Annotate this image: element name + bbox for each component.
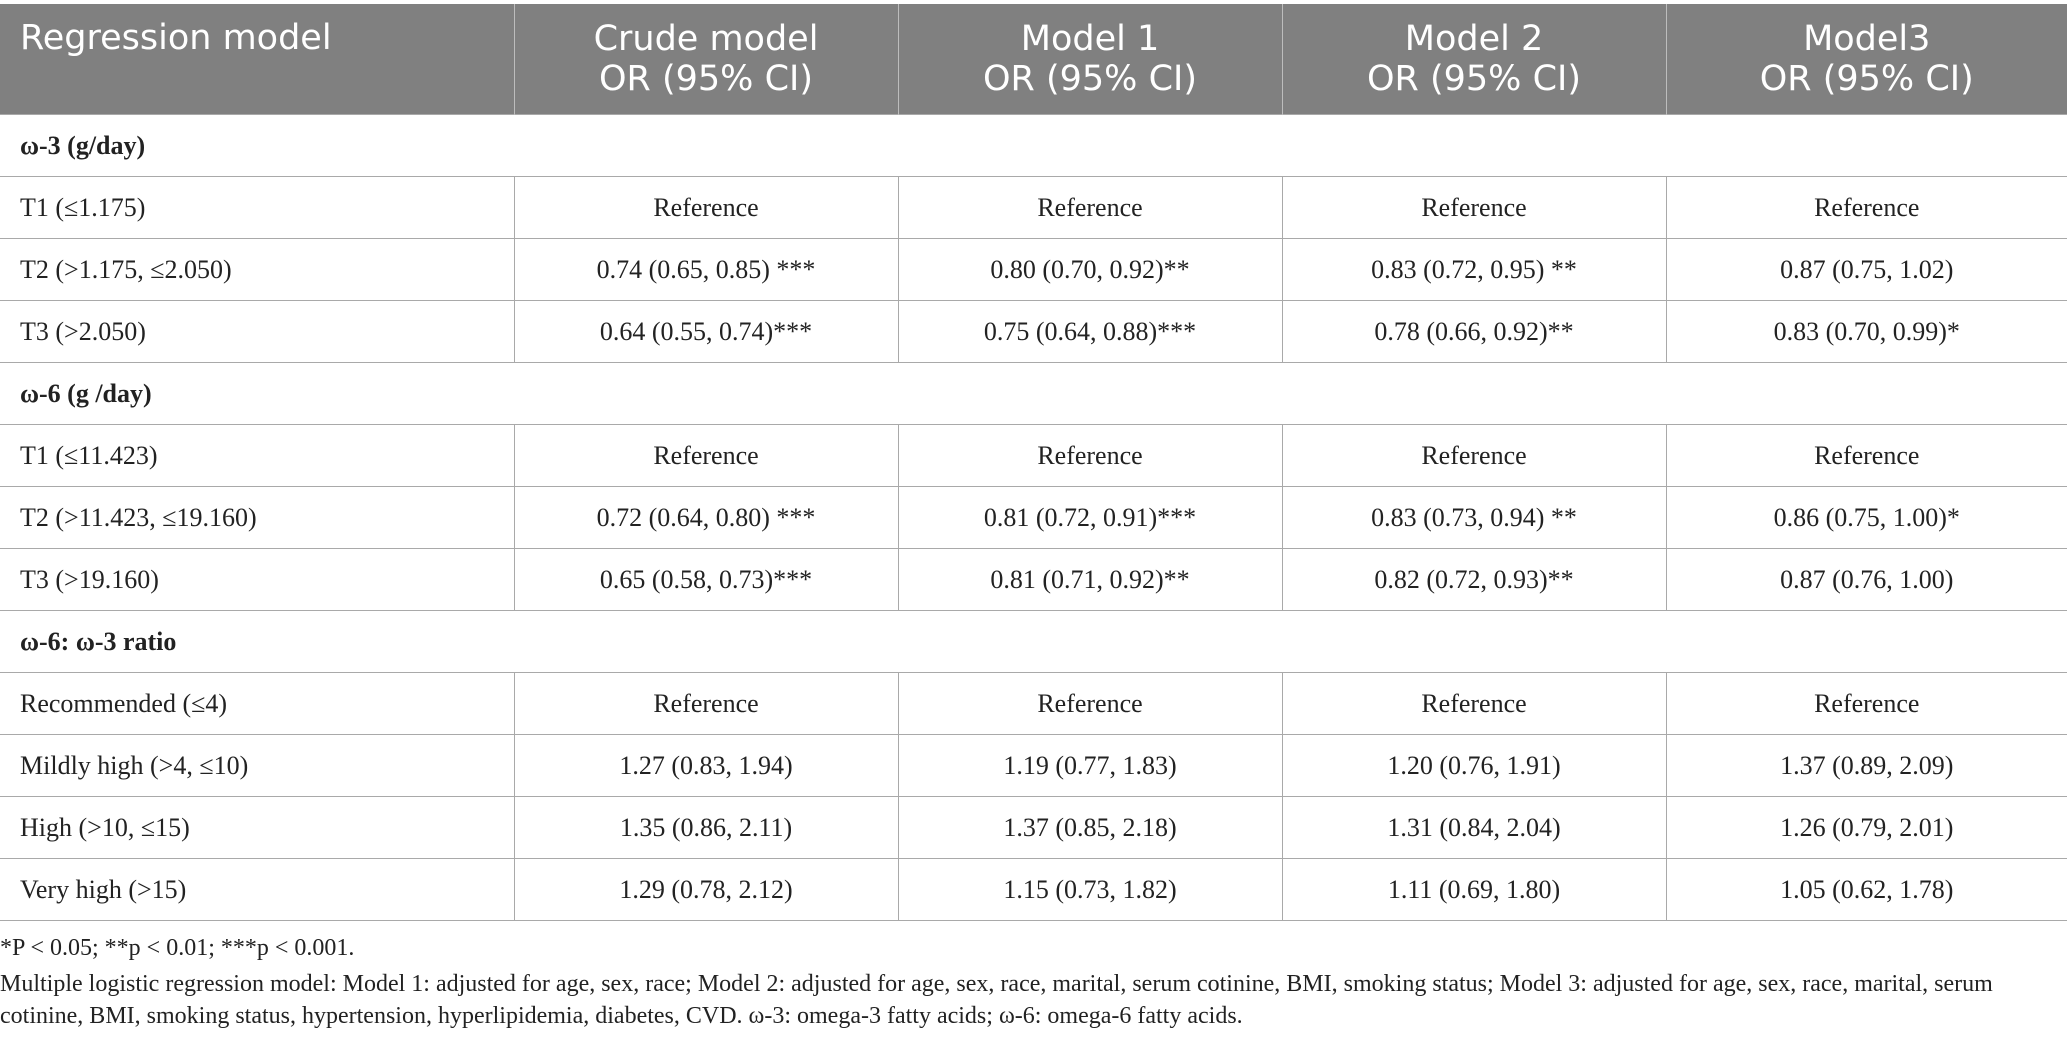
section-title: ω-6: ω-3 ratio: [0, 610, 2067, 673]
odds-ratio-cell: 0.83 (0.70, 0.99)*: [1665, 300, 2067, 363]
odds-ratio-cell: 0.83 (0.73, 0.94) **: [1281, 486, 1666, 549]
table-row: T1 (≤11.423) Reference Reference Reference R…: [0, 424, 2067, 487]
odds-ratio-cell: Reference: [897, 424, 1282, 487]
row-label: T2 (>11.423, ≤19.160): [0, 486, 514, 549]
header-model-2: Model 2 OR (95% CI): [1281, 4, 1666, 115]
header-sublabel: OR (95% CI): [1759, 59, 1974, 99]
row-label: T1 (≤1.175): [0, 176, 514, 239]
odds-ratio-cell: 0.82 (0.72, 0.93)**: [1281, 548, 1666, 611]
odds-ratio-cell: Reference: [1665, 176, 2067, 239]
row-label: Very high (>15): [0, 858, 514, 921]
table-row: T3 (>19.160) 0.65 (0.58, 0.73)*** 0.81 (0.…: [0, 548, 2067, 611]
header-sublabel: OR (95% CI): [983, 59, 1197, 99]
section-title: ω-6 (g /day): [0, 362, 2067, 425]
odds-ratio-cell: 1.20 (0.76, 1.91): [1281, 734, 1666, 797]
table-row: Mildly high (>4, ≤10) 1.27 (0.83, 1.94) 1.…: [0, 734, 2067, 797]
odds-ratio-cell: 1.29 (0.78, 2.12): [513, 858, 898, 921]
regression-table-container: Regression model Crude model OR (95% CI) …: [0, 4, 2067, 921]
table-body: ω-3 (g/day) T1 (≤1.175) Reference Reference…: [0, 114, 2067, 921]
table-row: T3 (>2.050) 0.64 (0.55, 0.74)*** 0.75 (0.6…: [0, 300, 2067, 363]
odds-ratio-cell: 0.64 (0.55, 0.74)***: [513, 300, 898, 363]
odds-ratio-cell: Reference: [513, 424, 898, 487]
odds-ratio-cell: Reference: [897, 176, 1282, 239]
model-description-footnote: Multiple logistic regression model: Mode…: [0, 971, 1993, 1029]
table-row: T2 (>11.423, ≤19.160) 0.72 (0.64, 0.80) *…: [0, 486, 2067, 549]
odds-ratio-cell: Reference: [1281, 176, 1666, 239]
table-row: Very high (>15) 1.29 (0.78, 2.12) 1.15 (0.…: [0, 858, 2067, 921]
header-regression-model: Regression model: [0, 4, 514, 115]
odds-ratio-cell: 1.05 (0.62, 1.78): [1665, 858, 2067, 921]
table-row: T2 (>1.175, ≤2.050) 0.74 (0.65, 0.85) ***…: [0, 238, 2067, 301]
row-label: T1 (≤11.423): [0, 424, 514, 487]
odds-ratio-cell: 0.75 (0.64, 0.88)***: [897, 300, 1282, 363]
odds-ratio-cell: Reference: [1281, 424, 1666, 487]
header-model-3: Model3 OR (95% CI): [1665, 4, 2067, 115]
odds-ratio-cell: Reference: [897, 672, 1282, 735]
table-footnotes: *P < 0.05; **p < 0.01; ***p < 0.001. Mul…: [0, 932, 2060, 1032]
odds-ratio-cell: 1.37 (0.89, 2.09): [1665, 734, 2067, 797]
row-label: T3 (>19.160): [0, 548, 514, 611]
header-label: Model3: [1803, 19, 1931, 59]
table-row: T1 (≤1.175) Reference Reference Reference Re…: [0, 176, 2067, 239]
odds-ratio-cell: Reference: [1281, 672, 1666, 735]
odds-ratio-cell: 1.15 (0.73, 1.82): [897, 858, 1282, 921]
table-header: Regression model Crude model OR (95% CI) …: [0, 4, 2067, 115]
section-title: ω-3 (g/day): [0, 114, 2067, 177]
section-header-row: ω-6 (g /day): [0, 362, 2067, 425]
table-row: High (>10, ≤15) 1.35 (0.86, 2.11) 1.37 (0.…: [0, 796, 2067, 859]
odds-ratio-cell: Reference: [513, 672, 898, 735]
odds-ratio-cell: 0.81 (0.72, 0.91)***: [897, 486, 1282, 549]
odds-ratio-cell: 1.37 (0.85, 2.18): [897, 796, 1282, 859]
header-sublabel: OR (95% CI): [599, 59, 813, 99]
odds-ratio-cell: 0.72 (0.64, 0.80) ***: [513, 486, 898, 549]
odds-ratio-cell: Reference: [1665, 424, 2067, 487]
odds-ratio-cell: 1.11 (0.69, 1.80): [1281, 858, 1666, 921]
header-label: Crude model: [593, 19, 819, 59]
row-label: Recommended (≤4): [0, 672, 514, 735]
row-label: High (>10, ≤15): [0, 796, 514, 859]
header-row: Regression model Crude model OR (95% CI) …: [0, 4, 2067, 115]
header-label: Regression model: [20, 18, 332, 58]
header-label: Model 1: [1020, 19, 1160, 59]
odds-ratio-cell: 0.87 (0.76, 1.00): [1665, 548, 2067, 611]
odds-ratio-cell: Reference: [513, 176, 898, 239]
regression-table: Regression model Crude model OR (95% CI) …: [0, 4, 2067, 921]
odds-ratio-cell: 0.74 (0.65, 0.85) ***: [513, 238, 898, 301]
odds-ratio-cell: 0.78 (0.66, 0.92)**: [1281, 300, 1666, 363]
section-header-row: ω-3 (g/day): [0, 114, 2067, 177]
odds-ratio-cell: 0.80 (0.70, 0.92)**: [897, 238, 1282, 301]
odds-ratio-cell: 1.27 (0.83, 1.94): [513, 734, 898, 797]
row-label: T3 (>2.050): [0, 300, 514, 363]
odds-ratio-cell: 0.86 (0.75, 1.00)*: [1665, 486, 2067, 549]
row-label: Mildly high (>4, ≤10): [0, 734, 514, 797]
header-model-1: Model 1 OR (95% CI): [897, 4, 1282, 115]
header-crude-model: Crude model OR (95% CI): [513, 4, 898, 115]
odds-ratio-cell: 0.83 (0.72, 0.95) **: [1281, 238, 1666, 301]
odds-ratio-cell: 0.65 (0.58, 0.73)***: [513, 548, 898, 611]
header-label: Model 2: [1404, 19, 1544, 59]
row-label: T2 (>1.175, ≤2.050): [0, 238, 514, 301]
odds-ratio-cell: 1.31 (0.84, 2.04): [1281, 796, 1666, 859]
header-sublabel: OR (95% CI): [1367, 59, 1581, 99]
significance-footnote: *P < 0.05; **p < 0.01; ***p < 0.001.: [0, 935, 355, 961]
odds-ratio-cell: 1.26 (0.79, 2.01): [1665, 796, 2067, 859]
table-row: Recommended (≤4) Reference Reference Refere…: [0, 672, 2067, 735]
odds-ratio-cell: 1.35 (0.86, 2.11): [513, 796, 898, 859]
odds-ratio-cell: 0.81 (0.71, 0.92)**: [897, 548, 1282, 611]
odds-ratio-cell: 1.19 (0.77, 1.83): [897, 734, 1282, 797]
odds-ratio-cell: 0.87 (0.75, 1.02): [1665, 238, 2067, 301]
odds-ratio-cell: Reference: [1665, 672, 2067, 735]
section-header-row: ω-6: ω-3 ratio: [0, 610, 2067, 673]
